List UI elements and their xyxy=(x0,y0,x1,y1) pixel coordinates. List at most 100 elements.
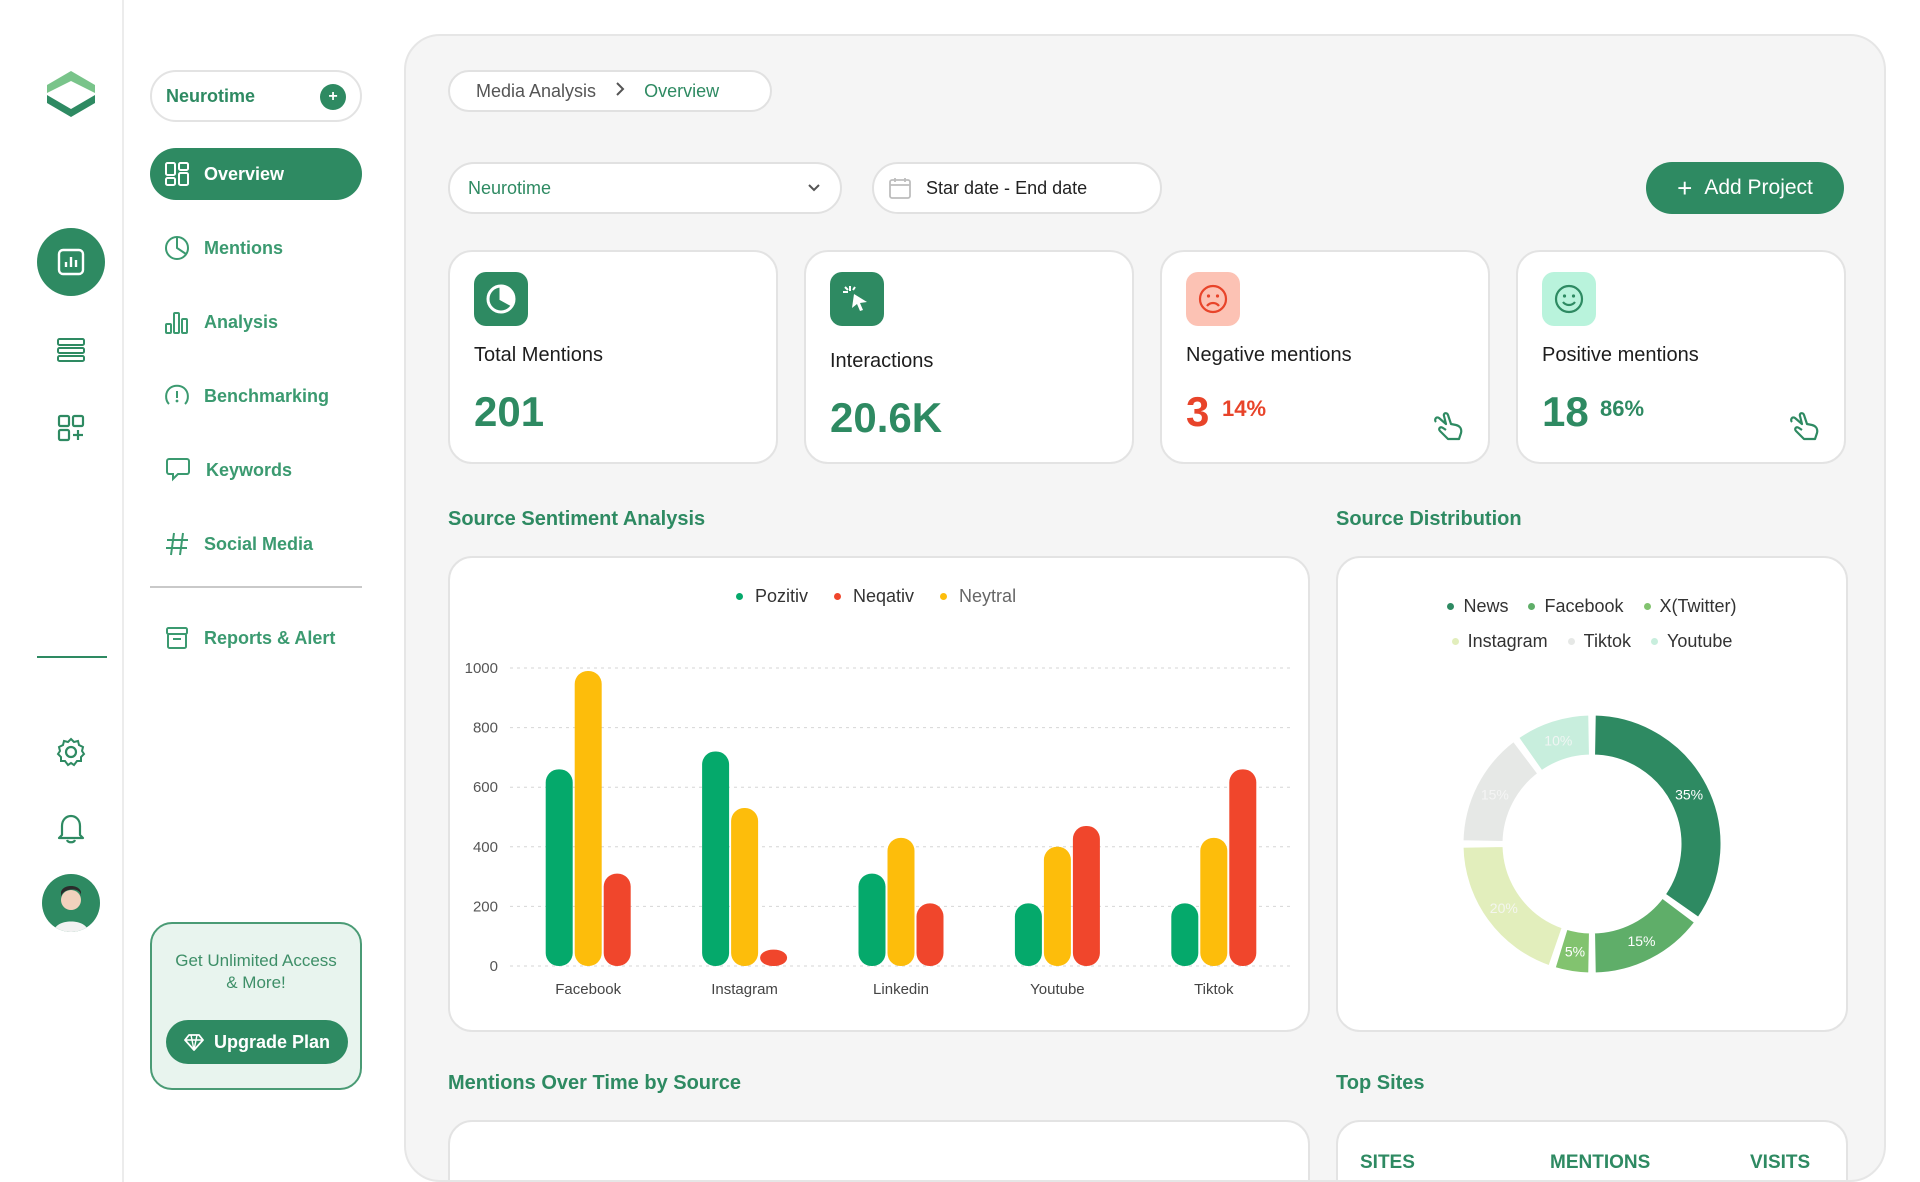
bar-neytral-youtube[interactable] xyxy=(1043,846,1071,966)
pie-chart-icon xyxy=(474,272,528,326)
sentiment-legend: Pozitiv Neqativ Neytral xyxy=(736,586,1016,607)
legend-item-pozitiv[interactable]: Pozitiv xyxy=(736,586,808,607)
top-sites-col-mentions[interactable]: MENTIONS xyxy=(1550,1152,1651,1173)
bar-pozitiv-youtube[interactable] xyxy=(1014,903,1042,966)
stat-label: Total Mentions xyxy=(474,344,603,366)
donut-slice-youtube[interactable] xyxy=(1515,712,1592,774)
legend-item-xtwitter[interactable]: X(Twitter) xyxy=(1643,590,1737,623)
legend-item-instagram[interactable]: Instagram xyxy=(1451,625,1548,658)
slice-label: 15% xyxy=(1481,787,1509,803)
bar-neytral-instagram[interactable] xyxy=(731,808,759,966)
distribution-chart-panel: News Facebook X(Twitter) Instagram Tiktok You… xyxy=(1336,556,1848,1032)
bar-neytral-tiktok[interactable] xyxy=(1200,837,1228,966)
x-tick-label: Tiktok xyxy=(1194,981,1234,998)
y-tick-label: 200 xyxy=(473,898,498,915)
hand-pointer-icon[interactable] xyxy=(1432,412,1466,442)
sidebar-item-benchmarking[interactable]: Benchmarking xyxy=(150,370,362,422)
breadcrumb-overview[interactable]: Overview xyxy=(644,80,720,101)
bar-neqativ-instagram[interactable] xyxy=(760,949,788,966)
y-tick-label: 400 xyxy=(473,839,498,856)
top-sites-col-visits[interactable]: VISITS xyxy=(1750,1152,1811,1173)
bar-neqativ-facebook[interactable] xyxy=(603,873,631,966)
sidebar-item-label: Analysis xyxy=(204,311,279,332)
dashboard-rail-button[interactable] xyxy=(37,228,105,296)
legend-item-tiktok[interactable]: Tiktok xyxy=(1567,625,1631,658)
add-project-button[interactable]: + Add Project xyxy=(1646,162,1844,214)
sidebar-item-analysis[interactable]: Analysis xyxy=(150,296,362,348)
bar-pozitiv-tiktok[interactable] xyxy=(1171,903,1199,966)
list-rail-button[interactable] xyxy=(37,316,105,384)
chevron-right-icon xyxy=(614,81,626,102)
donut-slice-instagram[interactable] xyxy=(1460,844,1565,969)
breadcrumb: Media Analysis Overview xyxy=(448,70,772,112)
bar-chart-icon xyxy=(165,312,188,334)
add-widget-icon xyxy=(57,414,85,442)
bar-neytral-linkedin[interactable] xyxy=(887,837,915,966)
bar-pozitiv-linkedin[interactable] xyxy=(858,873,886,966)
sidebar-divider xyxy=(150,586,362,588)
legend-dot xyxy=(1528,603,1536,610)
donut-slice-xtwitter[interactable] xyxy=(1552,926,1592,976)
donut-slice-tiktok[interactable] xyxy=(1460,738,1541,844)
distribution-donut-chart: 35% 15% 5% 20% 15% 10% xyxy=(1460,712,1724,976)
sidebar-item-reports-alert[interactable]: Reports & Alert xyxy=(150,612,362,664)
upgrade-plan-button[interactable]: Upgrade Plan xyxy=(166,1020,348,1064)
user-avatar[interactable] xyxy=(42,874,100,932)
slice-label: 15% xyxy=(1627,933,1655,949)
bar-neqativ-linkedin[interactable] xyxy=(916,903,944,966)
add-workspace-icon[interactable]: + xyxy=(320,84,346,110)
mentions-over-time-panel xyxy=(448,1120,1310,1180)
stat-value: 201 xyxy=(474,388,545,435)
legend-item-news[interactable]: News xyxy=(1447,590,1508,623)
slice-label: 10% xyxy=(1544,732,1572,748)
sidebar-item-label: Keywords xyxy=(206,459,293,480)
legend-item-neytral[interactable]: Neytral xyxy=(940,586,1016,607)
donut-slice-facebook[interactable] xyxy=(1592,895,1698,976)
legend-dot xyxy=(1650,638,1658,645)
legend-item-facebook[interactable]: Facebook xyxy=(1528,590,1624,623)
cursor-click-icon xyxy=(830,272,884,326)
legend-dot xyxy=(1643,603,1651,610)
distribution-legend: News Facebook X(Twitter) Instagram Tiktok You… xyxy=(1338,588,1846,658)
y-tick-label: 800 xyxy=(473,720,498,737)
upgrade-subtext: & More! xyxy=(226,973,286,992)
sidebar-item-keywords[interactable]: Keywords xyxy=(150,444,362,496)
legend-label: Instagram xyxy=(1467,631,1548,651)
notifications-rail-button[interactable] xyxy=(37,794,105,862)
stat-percent: 86% xyxy=(1600,396,1645,421)
sidebar-item-mentions[interactable]: Mentions xyxy=(150,222,362,274)
bar-pozitiv-instagram[interactable] xyxy=(702,751,730,966)
legend-item-youtube[interactable]: Youtube xyxy=(1650,625,1732,658)
upgrade-card: Get Unlimited Access & More! Upgrade Pla… xyxy=(150,922,362,1090)
date-range-picker[interactable]: Star date - End date xyxy=(872,162,1162,214)
settings-rail-button[interactable] xyxy=(37,718,105,786)
widgets-rail-button[interactable] xyxy=(37,394,105,462)
list-layout-icon xyxy=(57,338,85,362)
sidebar-item-overview[interactable]: Overview xyxy=(150,148,362,200)
over-time-section-title: Mentions Over Time by Source xyxy=(448,1072,742,1094)
legend-label: Facebook xyxy=(1544,596,1624,616)
project-select[interactable]: Neurotime xyxy=(448,162,842,214)
bar-pozitiv-facebook[interactable] xyxy=(545,769,573,966)
breadcrumb-media-analysis[interactable]: Media Analysis xyxy=(476,80,597,101)
gear-icon xyxy=(56,737,86,767)
hand-pointer-icon[interactable] xyxy=(1788,412,1822,442)
legend-item-neqativ[interactable]: Neqativ xyxy=(834,586,914,607)
stat-label: Interactions xyxy=(830,350,934,372)
sidebar-item-social-media[interactable]: Social Media xyxy=(150,518,362,570)
top-sites-section-title: Top Sites xyxy=(1336,1072,1425,1094)
workspace-selector[interactable]: Neurotime + xyxy=(150,70,362,122)
bar-neytral-facebook[interactable] xyxy=(574,670,602,966)
top-sites-col-sites[interactable]: SITES xyxy=(1360,1152,1415,1173)
bar-neqativ-tiktok[interactable] xyxy=(1229,769,1257,966)
app-logo[interactable] xyxy=(43,65,99,121)
stat-card-total-mentions: Total Mentions 201 xyxy=(448,250,778,464)
workspace-name: Neurotime xyxy=(166,85,256,106)
bar-neqativ-youtube[interactable] xyxy=(1072,825,1100,966)
sidebar-item-label: Overview xyxy=(204,163,285,184)
legend-label: X(Twitter) xyxy=(1659,596,1737,616)
donut-slice-news[interactable] xyxy=(1592,712,1724,921)
sidebar-item-label: Reports & Alert xyxy=(204,627,336,648)
stat-percent: 14% xyxy=(1222,396,1267,421)
legend-dot xyxy=(1447,603,1455,610)
